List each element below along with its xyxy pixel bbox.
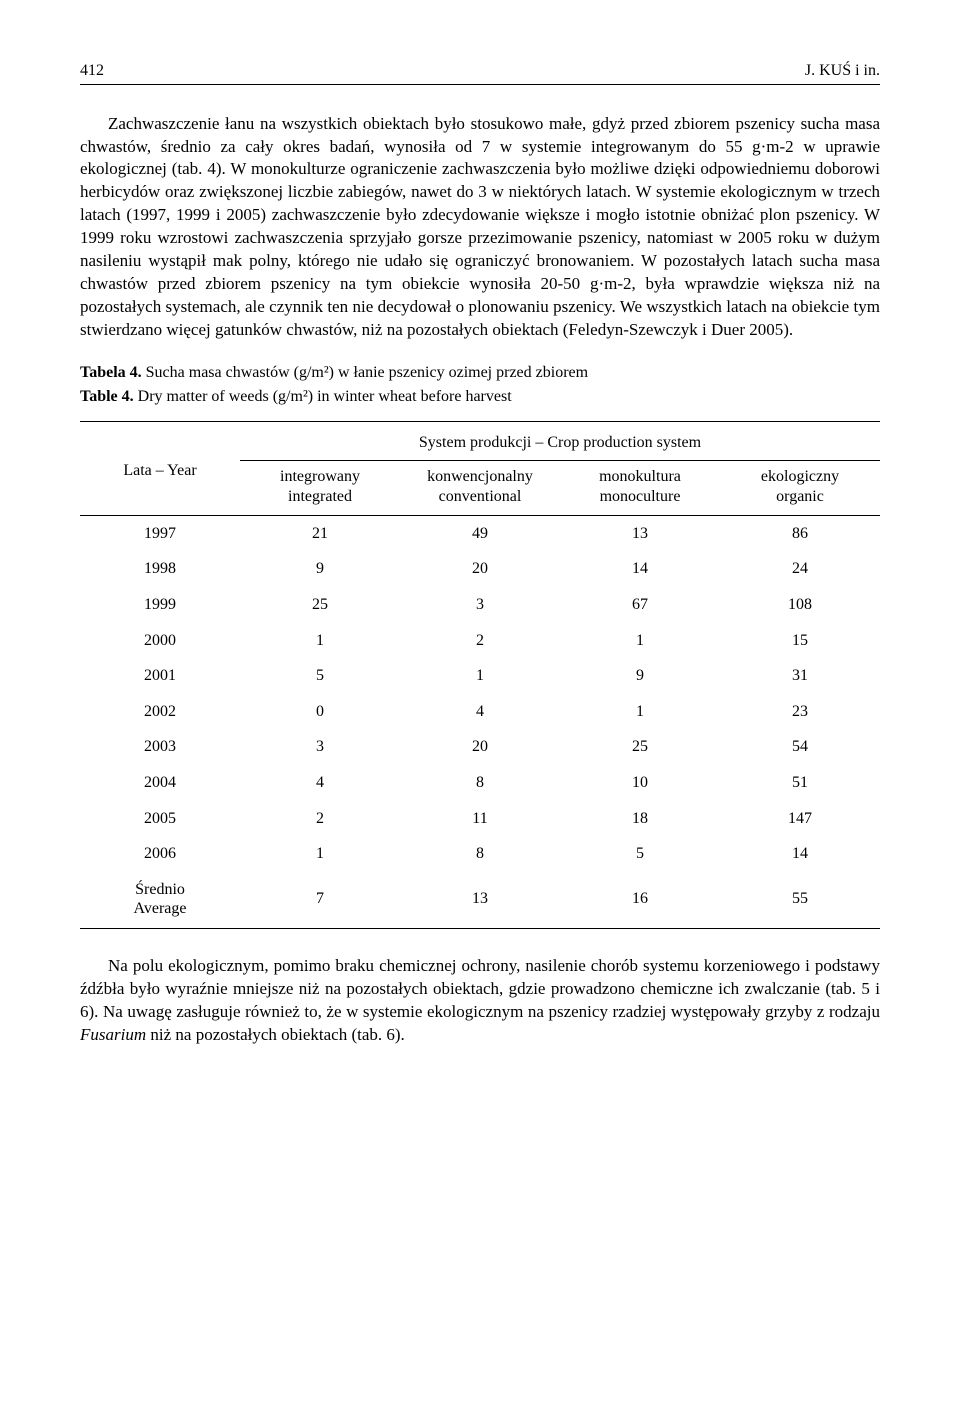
cell-year: 2006 bbox=[80, 836, 240, 872]
cell-value: 13 bbox=[560, 515, 720, 551]
header-line: monoculture bbox=[600, 488, 681, 505]
cell-value: 1 bbox=[560, 623, 720, 659]
paragraph-text: niż na pozostałych obiektach (tab. 6). bbox=[146, 1025, 405, 1044]
header-line: konwencjonalny bbox=[427, 468, 533, 485]
cell-value: 55 bbox=[720, 872, 880, 929]
cell-value: 67 bbox=[560, 587, 720, 623]
table-row: 199925367108 bbox=[80, 587, 880, 623]
cell-value: 18 bbox=[560, 801, 720, 837]
col-header-monoculture: monokultura monoculture bbox=[560, 460, 720, 515]
cell-year: 2004 bbox=[80, 765, 240, 801]
cell-year: 1997 bbox=[80, 515, 240, 551]
cell-value: 1 bbox=[240, 623, 400, 659]
cell-value: 31 bbox=[720, 658, 880, 694]
cell-value: 51 bbox=[720, 765, 880, 801]
cell-value: 8 bbox=[400, 836, 560, 872]
cell-value: 1 bbox=[240, 836, 400, 872]
cell-value: 147 bbox=[720, 801, 880, 837]
cell-value: 7 bbox=[240, 872, 400, 929]
cell-value: 14 bbox=[720, 836, 880, 872]
cell-value: 2 bbox=[400, 623, 560, 659]
table-caption-en: Table 4. Dry matter of weeds (g/m²) in w… bbox=[80, 386, 880, 408]
cell-value: 4 bbox=[400, 694, 560, 730]
cell-value: 3 bbox=[240, 729, 400, 765]
cell-value: 9 bbox=[240, 551, 400, 587]
cell-year: 1999 bbox=[80, 587, 240, 623]
cell-value: 86 bbox=[720, 515, 880, 551]
page-number: 412 bbox=[80, 60, 104, 82]
table-row: 200618514 bbox=[80, 836, 880, 872]
cell-value: 5 bbox=[560, 836, 720, 872]
cell-year: 2005 bbox=[80, 801, 240, 837]
cell-value: 1 bbox=[400, 658, 560, 694]
table-row-average: ŚrednioAverage7131655 bbox=[80, 872, 880, 929]
paragraph-text: Zachwaszczenie łanu na wszystkich obiekt… bbox=[80, 113, 880, 342]
header-line: integrowany bbox=[280, 468, 360, 485]
cell-value: 9 bbox=[560, 658, 720, 694]
paragraph-text: Na polu ekologicznym, pomimo braku chemi… bbox=[80, 956, 880, 1021]
table-caption-pl: Tabela 4. Sucha masa chwastów (g/m²) w ł… bbox=[80, 362, 880, 384]
cell-value: 5 bbox=[240, 658, 400, 694]
col-header-year: Lata – Year bbox=[80, 422, 240, 516]
col-header-organic: ekologiczny organic bbox=[720, 460, 880, 515]
table-row: 20033202554 bbox=[80, 729, 880, 765]
col-header-conventional: konwencjonalny conventional bbox=[400, 460, 560, 515]
cell-value: 24 bbox=[720, 551, 880, 587]
header-line: integrated bbox=[288, 488, 352, 505]
cell-value: 8 bbox=[400, 765, 560, 801]
cell-value: 16 bbox=[560, 872, 720, 929]
header-line: ekologiczny bbox=[761, 468, 839, 485]
cell-value: 4 bbox=[240, 765, 400, 801]
genus-name: Fusarium bbox=[80, 1025, 146, 1044]
cell-value: 14 bbox=[560, 551, 720, 587]
body-paragraph-2: Na polu ekologicznym, pomimo braku chemi… bbox=[80, 955, 880, 1047]
cell-average-label: ŚrednioAverage bbox=[80, 872, 240, 929]
cell-value: 20 bbox=[400, 551, 560, 587]
cell-value: 108 bbox=[720, 587, 880, 623]
table-row: 199721491386 bbox=[80, 515, 880, 551]
cell-value: 2 bbox=[240, 801, 400, 837]
table-row: 2004481051 bbox=[80, 765, 880, 801]
caption-text: Sucha masa chwastów (g/m²) w łanie pszen… bbox=[142, 364, 588, 381]
col-header-group: System produkcji – Crop production syste… bbox=[240, 422, 880, 461]
col-header-integrated: integrowany integrated bbox=[240, 460, 400, 515]
cell-value: 3 bbox=[400, 587, 560, 623]
cell-year: 2000 bbox=[80, 623, 240, 659]
cell-value: 54 bbox=[720, 729, 880, 765]
header-line: monokultura bbox=[599, 468, 681, 485]
caption-label: Table 4. bbox=[80, 388, 134, 405]
caption-text: Dry matter of weeds (g/m²) in winter whe… bbox=[134, 388, 512, 405]
table-row: 200204123 bbox=[80, 694, 880, 730]
cell-year: 2001 bbox=[80, 658, 240, 694]
header-line: conventional bbox=[439, 488, 522, 505]
cell-value: 25 bbox=[560, 729, 720, 765]
cell-value: 1 bbox=[560, 694, 720, 730]
cell-value: 25 bbox=[240, 587, 400, 623]
cell-year: 2002 bbox=[80, 694, 240, 730]
header-line: organic bbox=[776, 488, 824, 505]
cell-year: 1998 bbox=[80, 551, 240, 587]
table-row: 200012115 bbox=[80, 623, 880, 659]
cell-value: 10 bbox=[560, 765, 720, 801]
cell-value: 0 bbox=[240, 694, 400, 730]
cell-value: 15 bbox=[720, 623, 880, 659]
caption-label: Tabela 4. bbox=[80, 364, 142, 381]
table-row: 200151931 bbox=[80, 658, 880, 694]
cell-value: 23 bbox=[720, 694, 880, 730]
cell-value: 49 bbox=[400, 515, 560, 551]
cell-value: 20 bbox=[400, 729, 560, 765]
cell-value: 11 bbox=[400, 801, 560, 837]
page-header: 412 J. KUŚ i in. bbox=[80, 60, 880, 85]
table-row: 19989201424 bbox=[80, 551, 880, 587]
table-row: 200521118147 bbox=[80, 801, 880, 837]
running-head: J. KUŚ i in. bbox=[805, 60, 880, 82]
cell-year: 2003 bbox=[80, 729, 240, 765]
weeds-table: Lata – Year System produkcji – Crop prod… bbox=[80, 421, 880, 929]
cell-value: 21 bbox=[240, 515, 400, 551]
cell-value: 13 bbox=[400, 872, 560, 929]
body-paragraph-1: Zachwaszczenie łanu na wszystkich obiekt… bbox=[80, 113, 880, 342]
